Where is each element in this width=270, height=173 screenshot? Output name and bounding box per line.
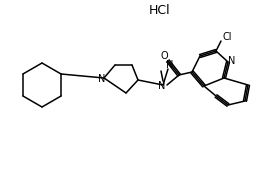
Text: HCl: HCl bbox=[149, 4, 171, 17]
Text: N: N bbox=[98, 74, 106, 84]
Text: N: N bbox=[158, 81, 166, 91]
Text: O: O bbox=[160, 51, 168, 61]
Text: N: N bbox=[166, 60, 174, 70]
Text: Cl: Cl bbox=[222, 32, 232, 42]
Text: N: N bbox=[228, 56, 236, 66]
